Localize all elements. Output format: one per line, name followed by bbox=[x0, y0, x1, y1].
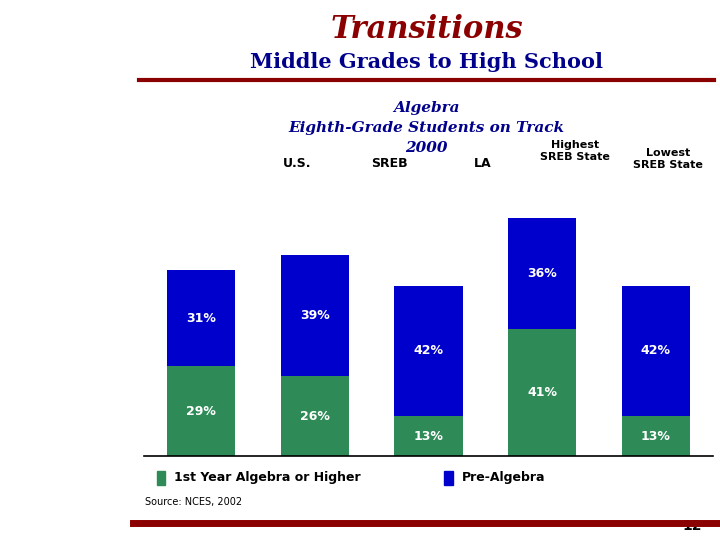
Text: Middle Grades to High School: Middle Grades to High School bbox=[250, 52, 603, 72]
Bar bbox=[167, 271, 235, 367]
Bar bbox=[281, 255, 348, 376]
Bar bbox=[444, 471, 453, 485]
Bar bbox=[508, 329, 576, 456]
Bar bbox=[167, 367, 235, 456]
Bar bbox=[395, 286, 462, 416]
Text: 12: 12 bbox=[683, 519, 703, 534]
Text: 29%: 29% bbox=[186, 405, 216, 418]
Text: 39%: 39% bbox=[300, 309, 330, 322]
Text: U.S.: U.S. bbox=[283, 157, 311, 170]
Text: 42%: 42% bbox=[641, 345, 671, 357]
Text: Algebra: Algebra bbox=[393, 101, 460, 115]
Text: Source: NCES, 2002: Source: NCES, 2002 bbox=[145, 497, 242, 507]
Text: 2000: 2000 bbox=[405, 141, 448, 155]
Text: 26%: 26% bbox=[300, 409, 330, 422]
Bar bbox=[281, 376, 348, 456]
Text: 1st Year Algebra or Higher: 1st Year Algebra or Higher bbox=[174, 471, 361, 484]
Text: LA: LA bbox=[474, 157, 491, 170]
Bar bbox=[157, 471, 166, 485]
Text: 42%: 42% bbox=[413, 345, 444, 357]
Bar bbox=[395, 416, 462, 456]
Text: SREB: SREB bbox=[17, 145, 116, 179]
Text: LOUISIANA: LOUISIANA bbox=[33, 481, 100, 491]
Text: Transitions: Transitions bbox=[330, 14, 523, 45]
Text: 13%: 13% bbox=[641, 430, 671, 443]
Text: 31%: 31% bbox=[186, 312, 216, 325]
Bar bbox=[622, 286, 690, 416]
Text: 13%: 13% bbox=[413, 430, 444, 443]
Text: Pre-Algebra: Pre-Algebra bbox=[462, 471, 545, 484]
Bar bbox=[622, 416, 690, 456]
Text: 41%: 41% bbox=[527, 386, 557, 399]
Text: Eighth-Grade Students on Track: Eighth-Grade Students on Track bbox=[289, 121, 564, 135]
Text: Highest
SREB State: Highest SREB State bbox=[540, 140, 610, 162]
Text: Lowest
SREB State: Lowest SREB State bbox=[633, 148, 703, 170]
Bar bbox=[508, 218, 576, 329]
Text: SREB: SREB bbox=[372, 157, 408, 170]
Text: 36%: 36% bbox=[527, 267, 557, 280]
